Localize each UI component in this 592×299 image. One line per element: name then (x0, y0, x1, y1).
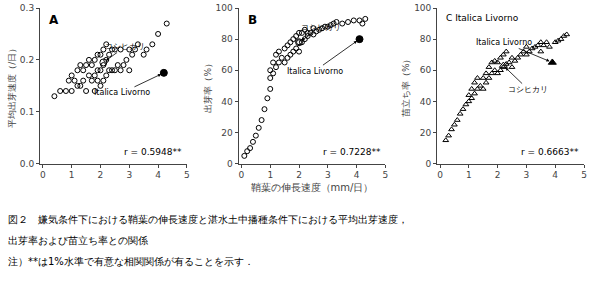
svg-text:3: 3 (524, 170, 530, 180)
svg-text:60: 60 (221, 65, 233, 75)
svg-text:コシヒカリ: コシヒカリ (301, 23, 341, 32)
svg-text:B: B (248, 13, 257, 27)
svg-text:0: 0 (40, 170, 46, 180)
svg-text:コシヒカリ: コシヒカリ (105, 42, 145, 51)
svg-text:20: 20 (420, 128, 432, 138)
svg-text:5: 5 (383, 170, 389, 180)
svg-text:4: 4 (354, 170, 360, 180)
svg-text:3: 3 (126, 170, 132, 180)
svg-text:注）**は1%水準で有意な相関関係が有ることを示す．: 注）**は1%水準で有意な相関関係が有ることを示す． (8, 256, 254, 267)
svg-text:0.2: 0.2 (20, 55, 34, 65)
svg-text:5: 5 (184, 170, 190, 180)
svg-text:80: 80 (221, 34, 233, 44)
svg-text:C Italica Livorno: C Italica Livorno (446, 13, 519, 23)
svg-text:Italica Livorno: Italica Livorno (476, 38, 532, 47)
svg-text:40: 40 (420, 97, 432, 107)
svg-text:0.1: 0.1 (20, 107, 34, 117)
svg-text:r = 0.6663**: r = 0.6663** (521, 147, 579, 157)
svg-text:80: 80 (420, 34, 432, 44)
svg-text:図２ 嫌気条件下における鞘葉の伸長速度と湛水土中播種条件下に: 図２ 嫌気条件下における鞘葉の伸長速度と湛水土中播種条件下における平均出芽速度， (8, 214, 408, 225)
svg-text:平均出芽速度（/日）: 平均出芽速度（/日） (7, 44, 17, 128)
svg-text:1: 1 (466, 170, 472, 180)
svg-text:100: 100 (216, 3, 233, 13)
svg-text:1: 1 (267, 170, 273, 180)
svg-text:r = 0.5948**: r = 0.5948** (124, 147, 182, 157)
svg-text:苗立ち率（%）: 苗立ち率（%） (401, 55, 411, 118)
svg-text:20: 20 (221, 128, 233, 138)
svg-text:4: 4 (155, 170, 161, 180)
svg-text:Italica Livorno: Italica Livorno (94, 88, 150, 97)
svg-text:A: A (49, 13, 59, 27)
svg-text:2: 2 (98, 170, 104, 180)
svg-text:出芽率および苗立ち率との関係: 出芽率および苗立ち率との関係 (8, 235, 148, 246)
svg-text:0.3: 0.3 (20, 3, 34, 13)
svg-text:0: 0 (227, 159, 233, 169)
svg-text:0: 0 (239, 170, 245, 180)
svg-text:60: 60 (420, 65, 432, 75)
svg-text:出芽率（%）: 出芽率（%） (203, 59, 213, 113)
svg-text:Italica Livorno: Italica Livorno (287, 67, 343, 76)
svg-text:2: 2 (495, 170, 501, 180)
svg-text:3: 3 (325, 170, 331, 180)
svg-text:鞘葉の伸長速度（mm/日）: 鞘葉の伸長速度（mm/日） (251, 182, 374, 193)
svg-text:コシヒカリ: コシヒカリ (508, 85, 548, 94)
svg-text:5: 5 (581, 170, 587, 180)
svg-text:0: 0 (426, 159, 432, 169)
svg-text:2: 2 (296, 170, 302, 180)
svg-text:r = 0.7228**: r = 0.7228** (323, 147, 381, 157)
svg-text:0.0: 0.0 (20, 159, 35, 169)
svg-text:40: 40 (221, 97, 233, 107)
svg-text:100: 100 (414, 3, 431, 13)
svg-text:0: 0 (437, 170, 443, 180)
svg-text:1: 1 (69, 170, 75, 180)
svg-text:4: 4 (552, 170, 558, 180)
